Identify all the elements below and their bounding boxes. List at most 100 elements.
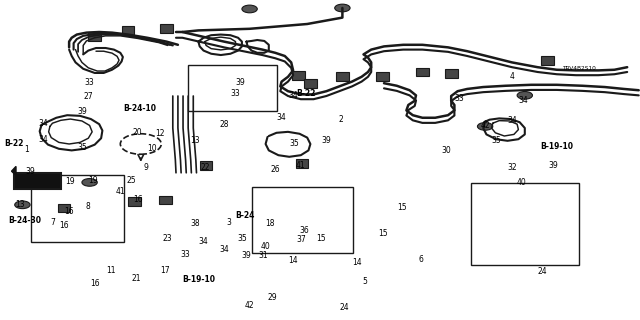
Bar (160, 24, 173, 33)
Bar (541, 56, 554, 65)
Text: 34: 34 (38, 119, 49, 128)
Text: 16: 16 (64, 207, 74, 216)
Text: 5: 5 (362, 277, 367, 286)
Bar (304, 79, 317, 88)
Circle shape (15, 201, 30, 209)
Text: 28: 28 (220, 120, 228, 129)
Text: B-19-10: B-19-10 (182, 276, 215, 284)
Text: 9: 9 (143, 163, 148, 172)
Text: B-22: B-22 (296, 89, 316, 98)
Text: 29: 29 (267, 293, 277, 302)
Text: 10: 10 (147, 144, 157, 153)
Text: 33: 33 (180, 250, 191, 259)
Text: FR.: FR. (31, 166, 44, 172)
Bar (445, 69, 458, 78)
Bar (336, 72, 349, 81)
FancyBboxPatch shape (252, 187, 353, 253)
Text: 22: 22 (200, 163, 209, 172)
Text: 35: 35 (77, 143, 87, 152)
Text: 16: 16 (59, 221, 69, 230)
Text: 39: 39 (235, 78, 245, 87)
Text: 39: 39 (26, 167, 36, 176)
FancyBboxPatch shape (188, 65, 277, 111)
Text: 34: 34 (198, 237, 209, 246)
FancyBboxPatch shape (471, 183, 579, 265)
Text: 36: 36 (299, 226, 309, 235)
Text: 15: 15 (378, 229, 388, 238)
Text: 24: 24 (339, 303, 349, 312)
Text: 30: 30 (442, 146, 452, 155)
Text: 7: 7 (50, 218, 55, 227)
Bar (416, 68, 429, 76)
Text: 14: 14 (288, 256, 298, 265)
Text: 42: 42 (244, 301, 255, 310)
Bar (128, 197, 141, 206)
Text: 27: 27 (83, 92, 93, 101)
Circle shape (82, 179, 97, 186)
Text: 39: 39 (321, 136, 332, 145)
FancyBboxPatch shape (31, 175, 124, 242)
Text: 17: 17 (160, 266, 170, 275)
Text: 38: 38 (190, 220, 200, 228)
Text: 23: 23 (163, 234, 173, 243)
Text: 19: 19 (88, 176, 98, 185)
Circle shape (242, 5, 257, 13)
Text: 37: 37 (296, 236, 306, 244)
Circle shape (517, 92, 532, 99)
Text: 34: 34 (518, 96, 529, 105)
Text: 34: 34 (219, 245, 229, 254)
Bar (159, 196, 172, 204)
Text: 33: 33 (454, 94, 465, 103)
Text: 34: 34 (288, 91, 298, 100)
Text: 33: 33 (230, 89, 241, 98)
Text: 15: 15 (316, 234, 326, 243)
Text: 4: 4 (509, 72, 515, 81)
Text: 31: 31 (259, 252, 269, 260)
Text: B-22: B-22 (4, 140, 24, 148)
Bar (122, 26, 134, 35)
Circle shape (335, 4, 350, 12)
Text: 40: 40 (260, 242, 271, 251)
Text: 24: 24 (538, 268, 548, 276)
Text: 33: 33 (84, 78, 95, 87)
Text: 35: 35 (237, 234, 247, 243)
Text: B-24-10: B-24-10 (123, 104, 156, 113)
Text: 2: 2 (338, 116, 343, 124)
Bar (376, 72, 389, 81)
Bar (58, 204, 70, 212)
Text: 39: 39 (77, 108, 87, 116)
Text: 15: 15 (397, 204, 407, 212)
Text: 13: 13 (190, 136, 200, 145)
Text: 8: 8 (86, 202, 91, 211)
Text: 13: 13 (15, 200, 26, 209)
Bar (292, 71, 305, 80)
Text: TRV4B2S10: TRV4B2S10 (563, 66, 596, 71)
Text: 3: 3 (227, 218, 232, 227)
Text: 35: 35 (491, 136, 501, 145)
Polygon shape (12, 166, 16, 175)
Text: 34: 34 (38, 135, 49, 144)
Text: 6: 6 (419, 255, 424, 264)
Text: 42: 42 (480, 121, 490, 130)
Text: 34: 34 (507, 116, 517, 125)
Text: 26: 26 (270, 165, 280, 174)
Text: 41: 41 (115, 188, 125, 196)
Text: 16: 16 (132, 196, 143, 204)
Text: 32: 32 (507, 163, 517, 172)
Text: 1: 1 (24, 145, 29, 154)
Bar (88, 32, 101, 41)
Bar (200, 161, 212, 170)
Text: 25: 25 (126, 176, 136, 185)
Text: 14: 14 (352, 258, 362, 267)
Bar (296, 159, 308, 168)
Text: 12: 12 (156, 129, 164, 138)
Text: 35: 35 (289, 140, 300, 148)
Text: B-19-10: B-19-10 (540, 142, 573, 151)
Text: B-24: B-24 (235, 211, 254, 220)
Circle shape (477, 123, 493, 130)
Text: 39: 39 (241, 252, 252, 260)
Text: 21: 21 (132, 274, 141, 283)
Text: B-24-30: B-24-30 (8, 216, 41, 225)
FancyBboxPatch shape (14, 173, 61, 189)
Text: 40: 40 (516, 178, 527, 187)
